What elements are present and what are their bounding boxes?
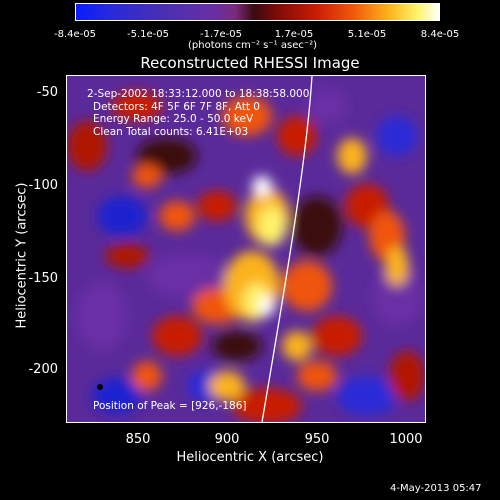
x-tick: 950	[304, 432, 330, 447]
x-tick: 850	[125, 432, 151, 447]
peak-marker	[97, 384, 103, 390]
colorbar-tick: -8.4e-05	[54, 29, 96, 40]
y-tick: -50	[36, 85, 58, 100]
colorbar-tick: 1.7e-05	[274, 29, 314, 40]
image-blobs	[67, 88, 425, 422]
footer-date: 4-May-2013 05:47	[390, 483, 482, 494]
y-tick: -200	[28, 362, 58, 377]
clean-counts-text: Clean Total counts: 6.41E+03	[93, 126, 249, 138]
colorbar-tick: 5.1e-05	[347, 29, 387, 40]
y-axis-label: Heliocentric Y (arcsec)	[14, 182, 30, 329]
y-tick: -150	[28, 271, 58, 286]
peak-position-text: Position of Peak = [926,-186]	[93, 400, 247, 412]
solar-limb-line	[261, 76, 313, 422]
plot-title: Reconstructed RHESSI Image	[140, 54, 360, 72]
energy-range-text: Energy Range: 25.0 - 50.0 keV	[93, 113, 254, 125]
colorbar-tick: -1.7e-05	[200, 29, 242, 40]
colorbar-tick: 8.4e-05	[420, 29, 460, 40]
colorbar-units: (photons cm⁻² s⁻¹ asec⁻²)	[188, 40, 318, 51]
time-range: 2-Sep-2002 18:33:12.000 to 18:38:58.000	[87, 88, 310, 100]
x-axis-label: Heliocentric X (arcsec)	[176, 450, 324, 465]
y-tick: -100	[28, 178, 58, 193]
detectors-text: Detectors: 4F 5F 6F 7F 8F, Att 0	[93, 101, 260, 113]
image-plot	[66, 75, 426, 423]
colorbar	[75, 3, 440, 21]
x-tick: 900	[214, 432, 240, 447]
colorbar-tick: -5.1e-05	[127, 29, 169, 40]
x-tick: 1000	[389, 432, 423, 447]
rhessi-image	[67, 76, 425, 422]
